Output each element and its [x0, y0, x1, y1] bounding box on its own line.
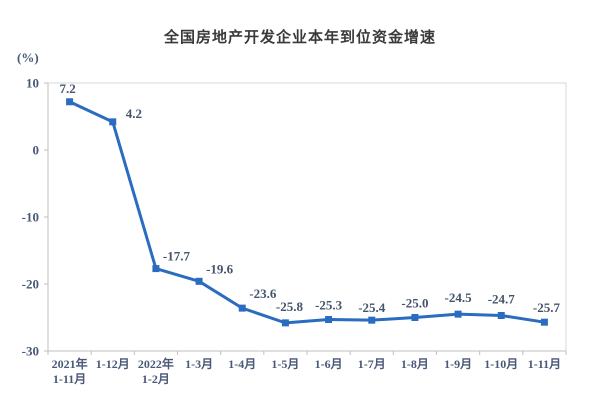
x-tick-label: 1-8月 — [401, 357, 429, 371]
data-point-marker — [454, 310, 462, 318]
data-point-marker — [195, 277, 203, 285]
x-tick-label: 1-4月 — [228, 357, 256, 371]
y-tick-label: 0 — [33, 143, 40, 158]
data-point-label: 4.2 — [126, 106, 142, 121]
data-point-label: 7.2 — [59, 81, 75, 96]
x-tick-label: 1-5月 — [271, 357, 299, 371]
data-point-marker — [368, 316, 376, 324]
x-tick-label: 1-3月 — [185, 357, 213, 371]
data-point-marker — [66, 98, 74, 106]
data-point-label: -25.4 — [358, 300, 386, 315]
data-point-label: -25.0 — [401, 296, 428, 311]
y-tick-label: 10 — [26, 76, 39, 91]
data-point-label: -25.7 — [533, 300, 561, 315]
x-tick-label: 1-11月 — [53, 372, 86, 386]
chart-title: 全国房地产开发企业本年到位资金增速 — [163, 29, 436, 46]
data-point-marker — [152, 265, 160, 273]
data-point-marker — [109, 118, 117, 126]
x-tick-label: 1-2月 — [142, 372, 170, 386]
data-point-label: -24.5 — [445, 290, 473, 305]
x-tick-label: 1-6月 — [315, 357, 343, 371]
x-tick-label: 1-11月 — [528, 357, 561, 371]
data-point-label: -25.3 — [315, 298, 343, 313]
data-point-label: -25.8 — [276, 299, 304, 314]
data-point-label: -19.6 — [206, 261, 234, 276]
x-tick-label: 2022年 — [138, 356, 174, 371]
data-point-marker — [238, 304, 246, 312]
data-point-label: -23.6 — [249, 286, 277, 301]
data-point-label: -24.7 — [488, 291, 516, 306]
x-tick-label: 1-10月 — [484, 357, 518, 371]
data-point-marker — [540, 318, 548, 326]
x-tick-label: 1-9月 — [444, 357, 472, 371]
y-tick-label: -10 — [22, 210, 39, 225]
plot-border — [47, 82, 567, 352]
data-point-marker — [325, 316, 333, 324]
y-tick-label: -20 — [22, 277, 39, 292]
y-axis-unit-label: (%) — [17, 50, 39, 65]
x-tick-label: 2021年 — [52, 356, 88, 371]
data-point-label: -17.7 — [163, 249, 191, 264]
y-tick-label: -30 — [22, 344, 39, 359]
data-line — [68, 100, 546, 325]
data-point-marker — [497, 311, 505, 319]
x-tick-label: 1-7月 — [358, 357, 386, 371]
data-point-marker — [411, 314, 419, 321]
data-point-marker — [281, 319, 289, 327]
x-tick-label: 1-12月 — [96, 357, 130, 371]
